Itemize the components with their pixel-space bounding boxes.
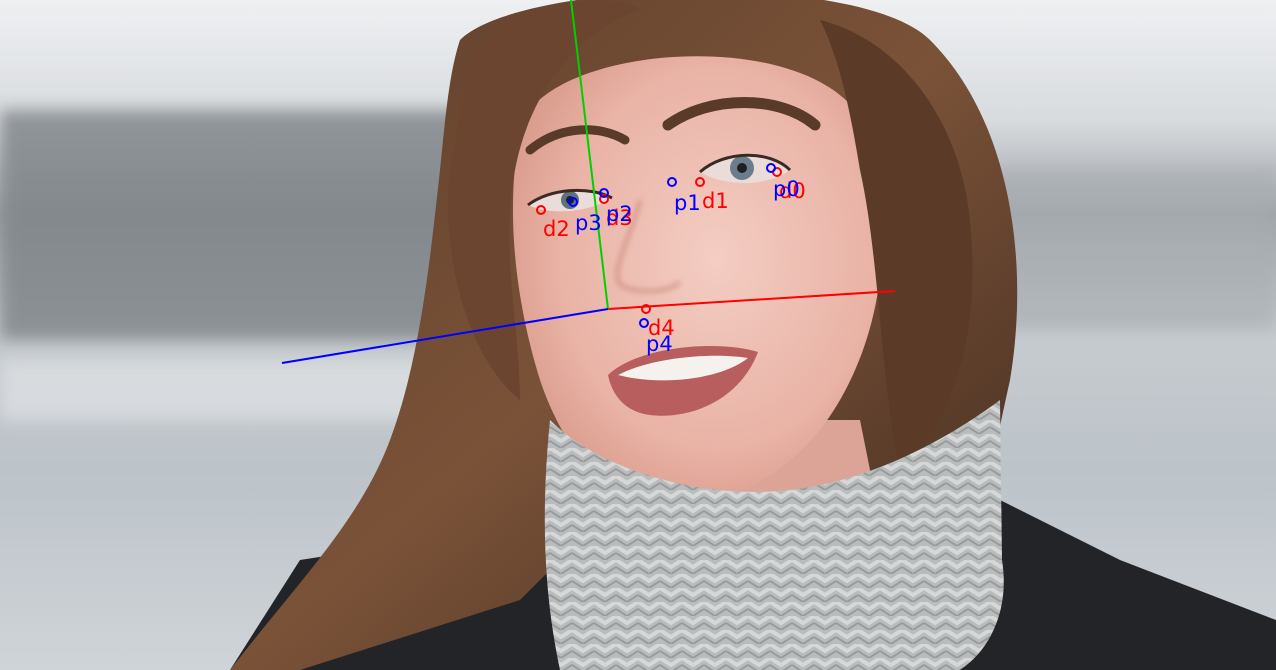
hair-left-strand [448,0,640,401]
detected-landmark-marker [599,194,609,204]
background-blur [0,110,1276,420]
detected-landmark-marker [641,304,651,314]
projected-landmark-marker [639,318,649,328]
pose-axes [281,0,896,364]
left-eyebrow [525,125,630,155]
detected-landmark-label: d1 [702,189,729,213]
detected-landmark-label: d3 [606,206,633,230]
projected-landmark-label: p1 [674,191,701,215]
projected-landmark-marker [568,197,578,207]
projected-landmark-label: p2 [606,202,633,226]
detected-landmark-label: d0 [779,179,806,203]
projected-landmark-marker [766,163,776,173]
right-eyebrow [662,97,821,131]
x-axis-line [607,290,896,310]
detected-landmark-label: d4 [648,316,675,340]
z-axis-line [281,308,609,364]
grey-turtleneck [544,400,1004,670]
y-axis-line [570,0,609,310]
projected-landmark-marker [599,188,609,198]
projected-landmark-marker [667,177,677,187]
nose [615,199,682,293]
detected-landmark-marker [695,177,705,187]
detected-landmark-marker [536,205,546,215]
detected-landmark-label: d2 [543,217,570,241]
projected-landmark-label: p3 [575,211,602,235]
projected-landmark-label: p4 [646,332,673,356]
mouth [608,345,758,416]
projected-landmark-label: p0 [773,177,800,201]
right-eye [699,153,792,184]
hair-right-strand [820,20,973,470]
